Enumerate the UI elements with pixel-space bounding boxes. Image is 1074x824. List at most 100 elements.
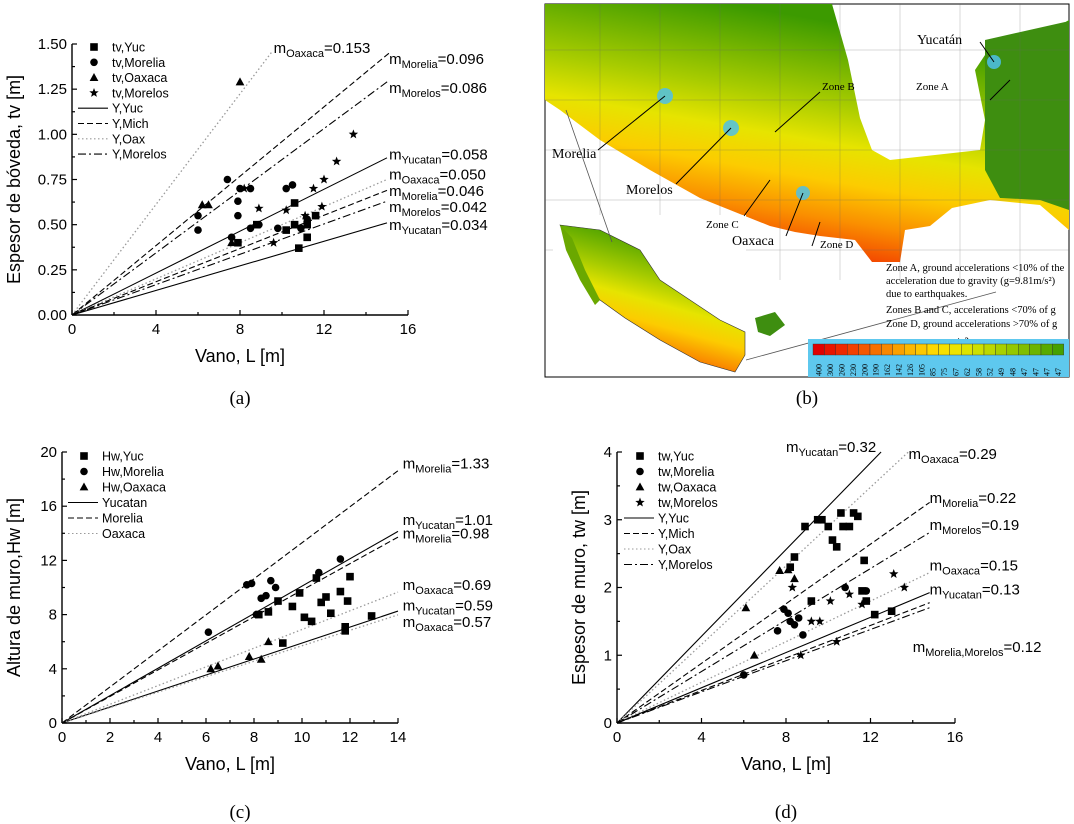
x-tick-label: 8	[236, 321, 244, 338]
data-point	[832, 636, 842, 646]
legend-label: Y,Yuc	[112, 102, 143, 116]
legend-label: tw,Yuc	[658, 450, 694, 464]
scale-value-label: 47	[1031, 368, 1040, 376]
y-tick-label: 8	[49, 607, 57, 624]
x-tick-label: 12	[862, 729, 879, 746]
data-point	[796, 650, 806, 660]
x-tick-label: 14	[390, 729, 407, 746]
legend-label: tv,Yuc	[112, 41, 145, 55]
data-point	[849, 509, 858, 517]
scale-swatch	[1018, 343, 1030, 356]
data-point	[336, 555, 345, 563]
data-point	[246, 224, 255, 233]
data-point	[290, 199, 299, 207]
x-tick-label: 10	[294, 729, 311, 746]
data-point	[264, 637, 273, 646]
map-label-morelos: Morelos	[626, 183, 673, 198]
scale-swatch	[938, 343, 951, 356]
legend-marker	[80, 452, 88, 460]
data-point	[213, 661, 223, 670]
scale-value-label: 105	[917, 364, 926, 376]
legend-marker	[90, 43, 98, 51]
mexico-hazard-zone-map	[545, 4, 1069, 262]
map-label-zone-c: Zone C	[706, 219, 739, 231]
data-point	[790, 620, 799, 629]
data-point	[858, 587, 866, 595]
legend-label: tw,Oaxaca	[658, 481, 716, 495]
slope-annotation: mYucatan=0.32	[786, 439, 876, 459]
scale-value-label: 62	[963, 368, 972, 376]
x-axis-title: Vano, L [m]	[195, 346, 285, 366]
fit-line-y-oax-0	[71, 52, 273, 316]
legend-marker	[80, 467, 88, 476]
legend-marker	[89, 87, 99, 97]
svg-text:Zone A, ground accelerations <: Zone A, ground accelerations <10% of the	[886, 263, 1065, 274]
legend-label: tw,Morelia	[658, 465, 714, 479]
svg-text:Zone D, ground accelerations >: Zone D, ground accelerations >70% of g	[886, 319, 1058, 330]
map-label-zone-d: Zone D	[820, 239, 853, 251]
scale-swatch	[1029, 343, 1042, 356]
data-point	[818, 515, 826, 524]
data-point	[247, 579, 256, 588]
data-point	[367, 612, 376, 620]
data-point	[860, 556, 868, 565]
data-point	[234, 197, 242, 205]
map-label-oaxaca: Oaxaca	[732, 234, 775, 249]
data-point	[783, 565, 793, 574]
data-point	[807, 597, 816, 605]
fit-line-y-yuc-7	[71, 222, 388, 316]
x-tick-label: 16	[947, 729, 964, 746]
series-tw-morelia	[739, 583, 871, 679]
yucatan-zone-a	[985, 22, 1069, 210]
scale-swatch	[1052, 343, 1065, 356]
y-tick-label: 1.00	[38, 126, 67, 143]
y-axis-title: Espesor de bóveda, tv [m]	[4, 75, 24, 284]
slope-annotation: mMorelia=0.98	[403, 526, 490, 546]
scale-swatch	[1040, 343, 1053, 356]
y-tick-label: 0.00	[38, 307, 67, 324]
fit-line-morelia-2	[61, 536, 399, 724]
panel-b-caption: (b)	[796, 388, 818, 409]
legend-marker	[89, 73, 99, 82]
data-point	[841, 583, 849, 592]
legend-label: Y,Oax	[112, 132, 146, 146]
data-point	[813, 515, 822, 524]
data-point	[303, 220, 311, 229]
scale-value-label: 75	[940, 368, 949, 376]
data-point	[315, 568, 323, 577]
x-tick-label: 8	[250, 729, 258, 746]
map-label-morelia: Morelia	[552, 147, 597, 162]
y-axis-title: Espesor de muro, tw [m]	[569, 490, 589, 685]
data-point	[244, 652, 254, 661]
data-point	[197, 200, 207, 209]
series-hw-yuc	[255, 572, 376, 647]
data-point	[282, 184, 291, 193]
legend-marker	[636, 452, 644, 460]
x-tick-label: 0	[68, 321, 76, 338]
data-point	[801, 522, 809, 531]
series-tw-yuc	[786, 509, 896, 619]
scale-swatch	[881, 343, 894, 356]
slope-annotation: mMorelia=1.33	[403, 455, 490, 475]
scale-value-label: 85	[929, 368, 938, 376]
scale-value-label: 48	[1009, 368, 1018, 376]
scale-swatch	[904, 343, 916, 356]
scale-value-label: 200	[860, 364, 869, 376]
data-point	[346, 572, 354, 581]
data-point	[348, 129, 359, 139]
fit-line-y-mich-1	[71, 52, 390, 316]
panel-caption: (c)	[229, 802, 250, 823]
x-tick-label: 0	[613, 729, 621, 746]
fit-line-y-yuc-0	[616, 451, 882, 724]
x-tick-label: 6	[202, 729, 210, 746]
inset-yucatan	[755, 312, 785, 336]
data-point	[854, 512, 862, 521]
data-point	[806, 616, 817, 626]
scale-swatch	[995, 343, 1008, 356]
data-point	[274, 597, 282, 605]
data-point	[271, 583, 280, 592]
data-point	[343, 597, 352, 605]
data-point	[828, 536, 837, 544]
series-hw-morelia	[204, 555, 345, 637]
